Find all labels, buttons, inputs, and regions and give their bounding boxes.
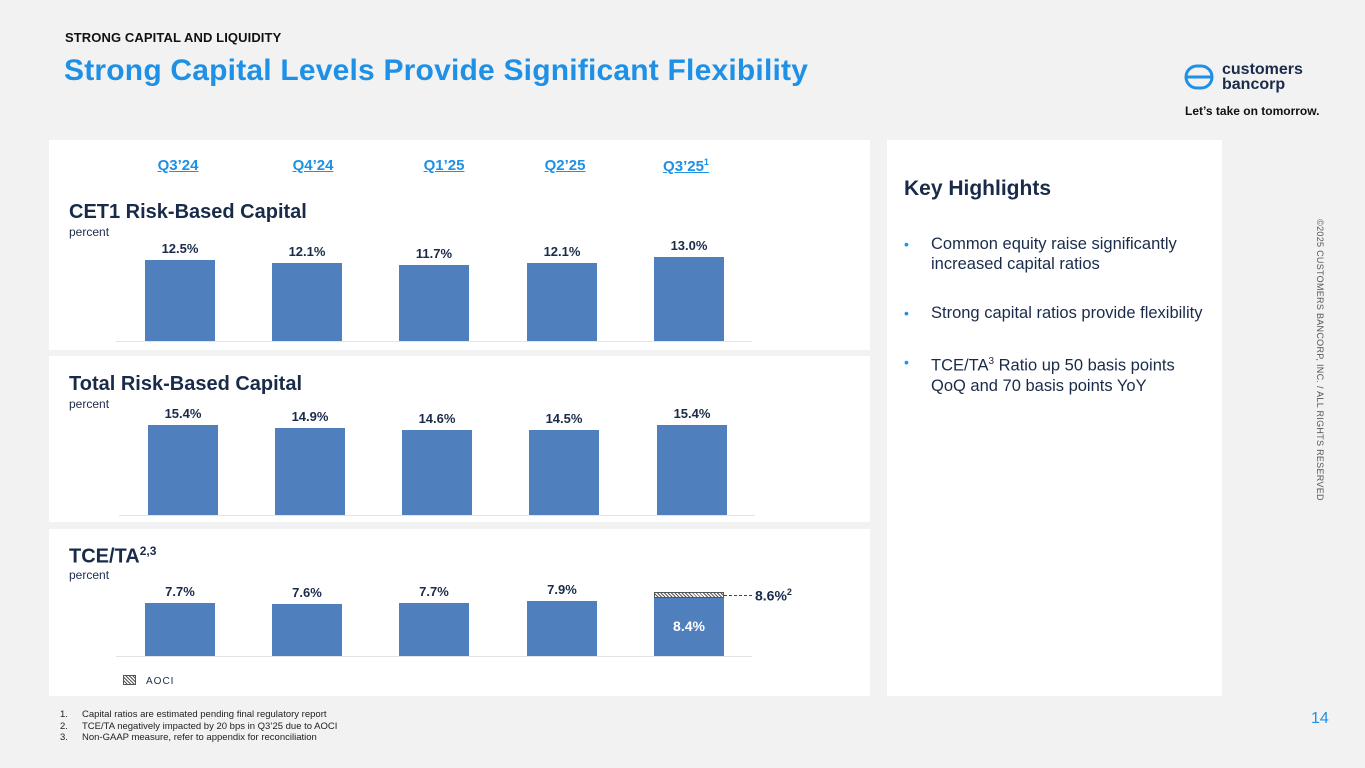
footnote: 2. TCE/TA negatively impacted by 20 bps i… <box>60 720 338 732</box>
total-rbc-bar <box>275 427 345 515</box>
aoci-legend-label: AOCI <box>146 676 175 687</box>
cet1-bar <box>399 265 469 341</box>
quarter-header: Q1’25 <box>423 157 465 174</box>
cet1-bar <box>654 257 724 341</box>
tce-ta-bar <box>399 602 469 656</box>
tce-ta-aoci-total-label: 8.6%2 <box>755 587 792 604</box>
cet1-unit: percent <box>69 225 110 239</box>
cet1-bar <box>145 260 215 341</box>
total-rbc-value-label: 15.4% <box>164 406 202 421</box>
cet1-value-label: 13.0% <box>670 238 708 253</box>
total-rbc-bar <box>402 429 472 515</box>
cet1-chart-title: CET1 Risk-Based Capital <box>69 201 307 223</box>
page-title: Strong Capital Levels Provide Significan… <box>64 54 809 87</box>
quarter-header: Q4’24 <box>292 157 334 174</box>
cet1-value-label: 12.1% <box>543 243 581 259</box>
total-rbc-bar <box>529 430 599 515</box>
footnote: 3. Non-GAAP measure, refer to appendix fo… <box>60 732 317 743</box>
total-rbc-chart-title: Total Risk-Based Capital <box>69 373 303 395</box>
quarter-header: Q3’251 <box>663 157 709 175</box>
highlight-item: Common equity raise significantly increa… <box>904 234 1204 274</box>
tce-ta-bar <box>654 598 724 656</box>
cet1-bar <box>272 262 342 341</box>
brand-name-line1: customers <box>1222 61 1303 78</box>
brand-tagline: Let’s take on tomorrow. <box>1185 104 1320 118</box>
tce-ta-value-label: 7.6% <box>292 584 322 600</box>
total-rbc-baseline <box>119 515 755 516</box>
total-rbc-value-label: 14.5% <box>545 411 583 427</box>
cet1-bar <box>527 262 597 341</box>
quarter-header: Q2’25 <box>544 157 586 174</box>
total-rbc-unit: percent <box>69 397 110 411</box>
customers-bancorp-logo-icon <box>1184 64 1214 90</box>
cet1-value-label: 12.1% <box>288 243 326 259</box>
total-rbc-value-label: 14.9% <box>291 408 329 424</box>
total-rbc-value-label: 14.6% <box>418 410 456 426</box>
total-rbc-bar <box>657 425 727 515</box>
tce-ta-value-label: 7.7% <box>419 583 449 599</box>
tce-ta-baseline <box>116 656 752 657</box>
tce-ta-bar <box>272 603 342 656</box>
highlights-title: Key Highlights <box>904 177 1052 200</box>
tce-ta-aoci-segment <box>654 592 724 598</box>
cet1-baseline <box>116 341 752 342</box>
quarter-header: Q3’24 <box>157 157 199 174</box>
quarter-footnote-ref: 1 <box>703 157 709 167</box>
tce-ta-value-label: 7.7% <box>165 583 195 599</box>
brand-name-line2: bancorp <box>1222 76 1286 93</box>
tce-ta-unit: percent <box>69 568 110 582</box>
tce-ta-value-label: 8.4% <box>673 618 705 634</box>
footnotes: 1. Capital ratios are estimated pending f… <box>60 709 337 744</box>
brand-name: customers bancorp <box>1222 61 1303 93</box>
tce-ta-bar <box>145 602 215 656</box>
tce-ta-chart-title: TCE/TA2,3 <box>69 544 157 568</box>
cet1-value-label: 11.7% <box>415 246 453 262</box>
highlight-item: Strong capital ratios provide flexibilit… <box>904 303 1204 323</box>
tce-ta-aoci-callout-line <box>724 595 752 596</box>
total-rbc-value-label: 15.4% <box>673 406 711 421</box>
total-rbc-bar <box>148 425 218 515</box>
highlight-item: TCE/TA3 Ratio up 50 basis points QoQ and… <box>904 352 1204 396</box>
highlights-list: Common equity raise significantly increa… <box>904 234 1204 425</box>
highlights-panel <box>887 140 1222 696</box>
section-eyebrow: STRONG CAPITAL AND LIQUIDITY <box>65 30 282 45</box>
cet1-value-label: 12.5% <box>161 241 199 257</box>
tce-ta-value-label: 7.9% <box>547 582 577 598</box>
tce-ta-bar <box>527 601 597 656</box>
page-number: 14 <box>1311 710 1329 727</box>
aoci-legend-swatch <box>123 675 136 685</box>
brand-logo: customers bancorp <box>1184 61 1303 93</box>
footnote: 1. Capital ratios are estimated pending f… <box>60 709 327 720</box>
